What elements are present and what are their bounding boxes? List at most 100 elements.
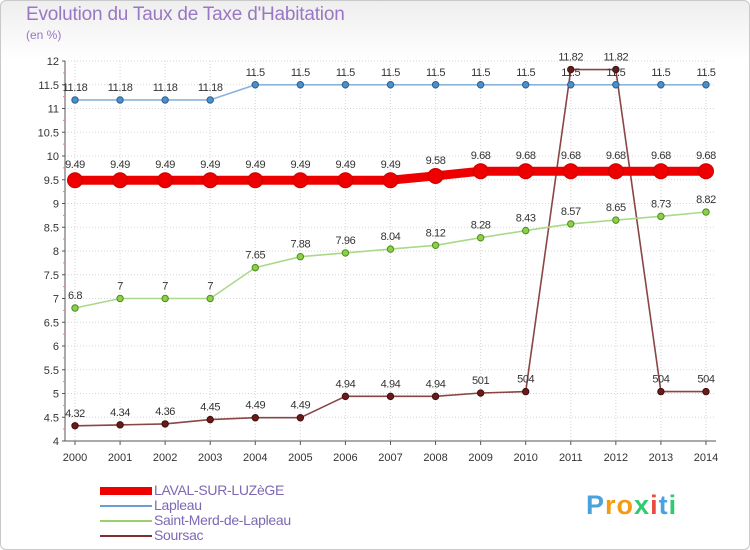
y-tick-label: 8.5 — [44, 222, 59, 234]
data-label-lapleau: 11.5 — [381, 67, 400, 79]
y-tick-label: 8 — [53, 246, 59, 258]
data-point-saint-merd — [341, 249, 350, 257]
data-point-saint-merd — [431, 241, 440, 250]
data-label-soursac: 11.82 — [603, 52, 628, 64]
data-point-saint-merd — [251, 263, 259, 272]
legend-label-lapleau: Lapleau — [154, 497, 202, 513]
data-point-laval — [202, 172, 219, 189]
y-tick-label: 6 — [53, 341, 59, 353]
data-point-saint-merd — [71, 304, 79, 312]
data-label-laval: 9.68 — [696, 150, 716, 162]
logo-letter: x — [634, 490, 651, 520]
y-tick-label: 10.5 — [38, 127, 59, 139]
data-label-laval: 9.58 — [426, 155, 446, 167]
logo-letter: P — [586, 490, 606, 520]
data-label-soursac: 4.94 — [336, 378, 356, 390]
data-label-laval: 9.68 — [561, 150, 581, 162]
data-label-lapleau: 11.18 — [198, 82, 223, 94]
data-label-soursac: 11.82 — [558, 52, 583, 64]
data-label-soursac: 4.49 — [290, 400, 310, 412]
data-label-laval: 9.49 — [110, 159, 130, 171]
data-label-lapleau: 11.5 — [696, 67, 715, 79]
data-point-laval — [472, 163, 489, 180]
data-label-saint-merd: 8.82 — [696, 194, 716, 206]
data-label-soursac: 504 — [517, 374, 534, 386]
data-label-laval: 9.68 — [606, 150, 626, 162]
y-tick-label: 9.5 — [44, 175, 59, 187]
data-label-saint-merd: 6.8 — [68, 290, 82, 302]
data-label-laval: 9.49 — [200, 159, 220, 171]
data-point-laval — [562, 163, 579, 180]
data-point-laval — [247, 172, 264, 189]
data-point-lapleau — [206, 96, 214, 104]
data-point-lapleau — [657, 81, 665, 89]
y-tick-label: 11.5 — [38, 80, 59, 92]
data-point-saint-merd — [567, 220, 575, 228]
data-label-laval: 9.49 — [155, 159, 175, 171]
data-label-saint-merd: 7 — [117, 281, 123, 293]
data-point-soursac — [702, 387, 710, 396]
data-point-laval — [292, 172, 309, 189]
x-tick-label: 2006 — [333, 452, 357, 464]
data-labels: 9.49 9.49 9.49 9.49 9.49 9.49 9.49 9.49 9.58 9.68… — [63, 52, 717, 420]
data-point-saint-merd — [702, 208, 710, 216]
data-label-lapleau: 11.18 — [63, 82, 88, 94]
data-point-laval — [112, 172, 129, 189]
x-tick-label: 2008 — [423, 452, 447, 464]
data-label-soursac: 504 — [697, 374, 714, 386]
legend-swatch-saint-merd — [100, 520, 152, 522]
data-point-soursac — [567, 65, 575, 74]
data-point-soursac — [476, 389, 485, 397]
data-point-lapleau — [702, 81, 710, 89]
data-label-laval: 9.49 — [381, 159, 401, 171]
y-tick-label: 7 — [53, 294, 59, 306]
data-label-soursac: 4.49 — [245, 400, 265, 412]
data-point-lapleau — [341, 81, 350, 89]
data-label-laval: 9.68 — [471, 150, 491, 162]
data-point-lapleau — [386, 81, 395, 89]
data-point-saint-merd — [296, 253, 305, 261]
data-label-saint-merd: 8.57 — [561, 206, 581, 218]
data-label-soursac: 501 — [472, 375, 489, 387]
data-label-lapleau: 11.5 — [291, 67, 310, 79]
x-tick-label: 2005 — [288, 452, 312, 464]
data-point-laval — [382, 172, 399, 189]
data-label-saint-merd: 8.28 — [471, 220, 491, 232]
x-tick-label: 2002 — [153, 452, 177, 464]
data-point-soursac — [522, 387, 530, 396]
legend-label-saint-merd: Saint-Merd-de-Lapleau — [154, 512, 291, 528]
data-label-soursac: 4.94 — [381, 378, 401, 390]
data-point-laval — [427, 167, 444, 184]
data-point-soursac — [612, 65, 620, 74]
data-point-lapleau — [522, 81, 530, 89]
data-point-soursac — [431, 392, 440, 401]
proxiti-logo: Proxiti — [586, 490, 677, 521]
data-point-saint-merd — [386, 245, 395, 253]
y-tick-label: 9 — [53, 199, 59, 211]
data-label-lapleau: 11.5 — [471, 67, 490, 79]
data-label-lapleau: 11.5 — [651, 67, 670, 79]
data-point-laval — [652, 163, 669, 180]
x-tick-label: 2013 — [649, 452, 673, 464]
data-point-saint-merd — [657, 212, 665, 221]
y-tick-label: 11 — [48, 104, 59, 116]
data-label-saint-merd: 7.88 — [290, 239, 310, 251]
data-point-soursac — [386, 392, 395, 401]
data-point-lapleau — [612, 81, 620, 89]
data-point-lapleau — [431, 81, 440, 89]
data-point-soursac — [161, 420, 169, 428]
data-point-lapleau — [251, 81, 259, 89]
data-point-lapleau — [116, 96, 124, 104]
series-lines — [67, 65, 714, 430]
data-label-laval: 9.49 — [290, 159, 310, 171]
data-label-laval: 9.49 — [65, 159, 85, 171]
data-point-lapleau — [296, 81, 305, 89]
y-tick-label: 6.5 — [44, 317, 59, 329]
x-tick-label: 2011 — [559, 452, 583, 464]
y-tick-label: 10 — [47, 151, 59, 163]
data-point-soursac — [251, 414, 259, 422]
axes: 4 4.5 5 5.5 6 6.5 7 7.5 8 8.5 9 9.5 10 10.5 11 11.5 12 20… — [38, 56, 719, 464]
logo-letter: o — [616, 490, 635, 520]
data-label-lapleau: 11.18 — [153, 82, 178, 94]
x-tick-label: 2000 — [63, 452, 87, 464]
